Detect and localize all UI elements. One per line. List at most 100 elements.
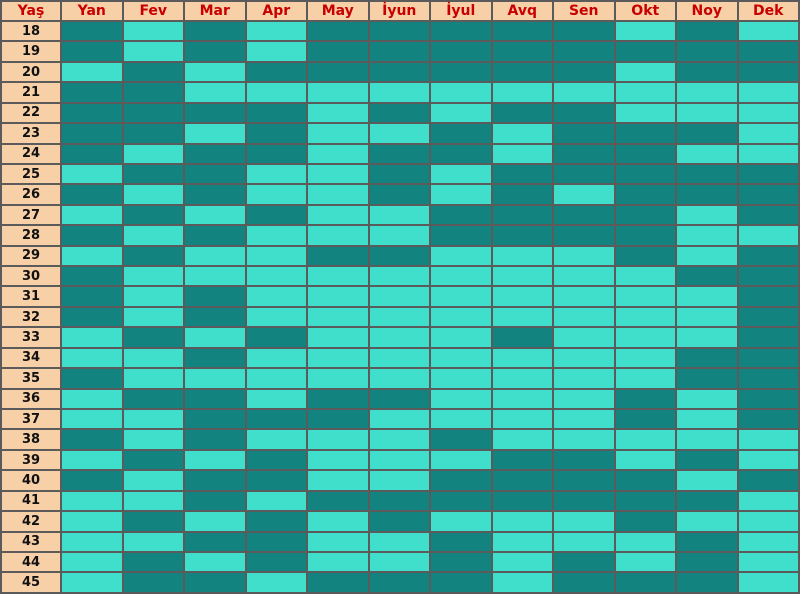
calendar-cell [613,203,677,227]
calendar-cell [736,265,800,288]
calendar-cell [183,326,247,349]
calendar-cell [490,19,554,43]
calendar-cell [675,142,739,165]
table-row: 39 [0,448,800,472]
calendar-cell [244,489,308,513]
calendar-cell [244,224,308,247]
calendar-cell [121,510,185,533]
calendar-cell [367,530,431,553]
calendar-cell [183,550,247,574]
calendar-cell [675,122,739,145]
calendar-cell [552,285,616,308]
calendar-cell [675,19,739,43]
calendar-cell [736,81,800,104]
calendar-cell [367,367,431,390]
calendar-cell [675,448,739,472]
calendar-cell [429,367,493,390]
month-header: İyun [367,0,431,22]
calendar-cell [736,550,800,574]
calendar-cell [367,305,431,329]
calendar-cell [60,571,124,594]
calendar-cell [552,489,616,513]
calendar-cell [675,81,739,104]
table-row: 41 [0,489,800,513]
calendar-cell [367,19,431,43]
calendar-cell [183,387,247,411]
month-header-row: Yaş Yan Fev Mar Apr May İyun İyul Avq Sen Okt Noy D… [0,0,800,22]
calendar-cell [306,285,370,308]
calendar-cell [675,265,739,288]
calendar-cell [121,550,185,574]
calendar-cell [552,428,616,451]
calendar-cell [736,244,800,268]
calendar-cell [183,448,247,472]
calendar-cell [306,142,370,165]
calendar-cell [490,183,554,206]
calendar-cell [60,387,124,411]
calendar-cell [736,162,800,186]
calendar-cell [367,571,431,594]
age-label: 42 [0,510,62,533]
calendar-cell [552,203,616,227]
calendar-cell [121,19,185,43]
calendar-cell [60,489,124,513]
calendar-cell [613,19,677,43]
calendar-cell [675,224,739,247]
calendar-cell [306,305,370,329]
age-label: 33 [0,326,62,349]
calendar-cell [183,101,247,125]
calendar-cell [552,101,616,125]
calendar-cell [121,203,185,227]
table-row: 18 [0,19,800,43]
calendar-cell [367,81,431,104]
calendar-cell [306,550,370,574]
calendar-cell [429,448,493,472]
calendar-cell [490,346,554,370]
calendar-cell [121,428,185,451]
calendar-cell [490,285,554,308]
calendar-cell [429,407,493,431]
calendar-cell [675,407,739,431]
calendar-cell [121,407,185,431]
age-label: 27 [0,203,62,227]
calendar-cell [613,428,677,451]
calendar-cell [367,407,431,431]
calendar-cell [183,142,247,165]
calendar-cell [244,530,308,553]
calendar-cell [429,183,493,206]
calendar-cell [429,571,493,594]
age-label: 37 [0,407,62,431]
table-row: 40 [0,469,800,492]
table-row: 32 [0,305,800,329]
calendar-cell [121,346,185,370]
calendar-cell [736,142,800,165]
calendar-cell [613,122,677,145]
calendar-cell [675,346,739,370]
table-row: 20 [0,60,800,84]
calendar-cell [429,19,493,43]
calendar-cell [552,183,616,206]
calendar-cell [552,305,616,329]
calendar-cell [244,469,308,492]
calendar-cell [613,407,677,431]
table-row: 37 [0,407,800,431]
table-row: 45 [0,571,800,594]
month-header: Yan [60,0,124,22]
calendar-cell [244,346,308,370]
calendar-cell [121,489,185,513]
calendar-cell [60,203,124,227]
age-label: 34 [0,346,62,370]
calendar-cell [613,387,677,411]
age-label: 25 [0,162,62,186]
calendar-cell [367,162,431,186]
calendar-cell [490,387,554,411]
calendar-cell [490,203,554,227]
table-row: 33 [0,326,800,349]
calendar-cell [60,162,124,186]
calendar-cell [244,448,308,472]
calendar-cell [244,326,308,349]
table-row: 24 [0,142,800,165]
calendar-cell [367,244,431,268]
table-row: 26 [0,183,800,206]
table-row: 42 [0,510,800,533]
